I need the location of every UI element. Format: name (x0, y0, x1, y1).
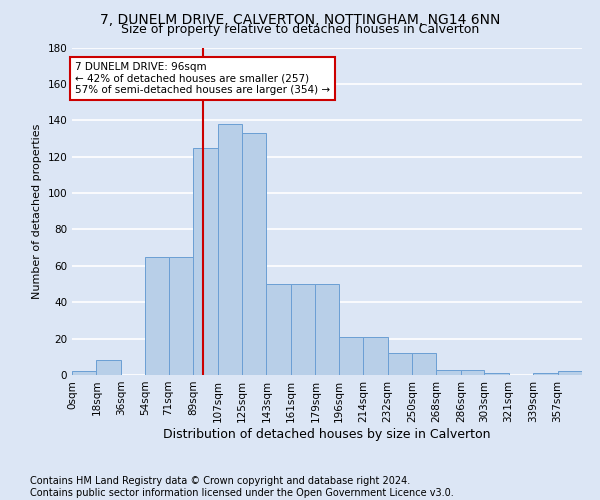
Bar (193, 148, 218, 375)
Bar (266, 284, 291, 375)
Bar (97, 360, 121, 375)
Bar (484, 373, 509, 375)
Bar (145, 256, 169, 375)
Text: Contains HM Land Registry data © Crown copyright and database right 2024.
Contai: Contains HM Land Registry data © Crown c… (30, 476, 454, 498)
Y-axis label: Number of detached properties: Number of detached properties (32, 124, 42, 299)
X-axis label: Distribution of detached houses by size in Calverton: Distribution of detached houses by size … (163, 428, 491, 440)
Text: 7, DUNELM DRIVE, CALVERTON, NOTTINGHAM, NG14 6NN: 7, DUNELM DRIVE, CALVERTON, NOTTINGHAM, … (100, 12, 500, 26)
Bar (557, 372, 582, 375)
Bar (218, 124, 242, 375)
Bar (338, 337, 363, 375)
Bar (291, 284, 316, 375)
Bar (533, 373, 557, 375)
Bar (72, 372, 97, 375)
Bar (461, 370, 484, 375)
Bar (436, 370, 461, 375)
Text: Size of property relative to detached houses in Calverton: Size of property relative to detached ho… (121, 24, 479, 36)
Bar (388, 353, 412, 375)
Bar (316, 284, 338, 375)
Bar (242, 133, 266, 375)
Bar (363, 337, 388, 375)
Text: 7 DUNELM DRIVE: 96sqm
← 42% of detached houses are smaller (257)
57% of semi-det: 7 DUNELM DRIVE: 96sqm ← 42% of detached … (75, 62, 330, 96)
Bar (169, 256, 193, 375)
Bar (412, 353, 436, 375)
